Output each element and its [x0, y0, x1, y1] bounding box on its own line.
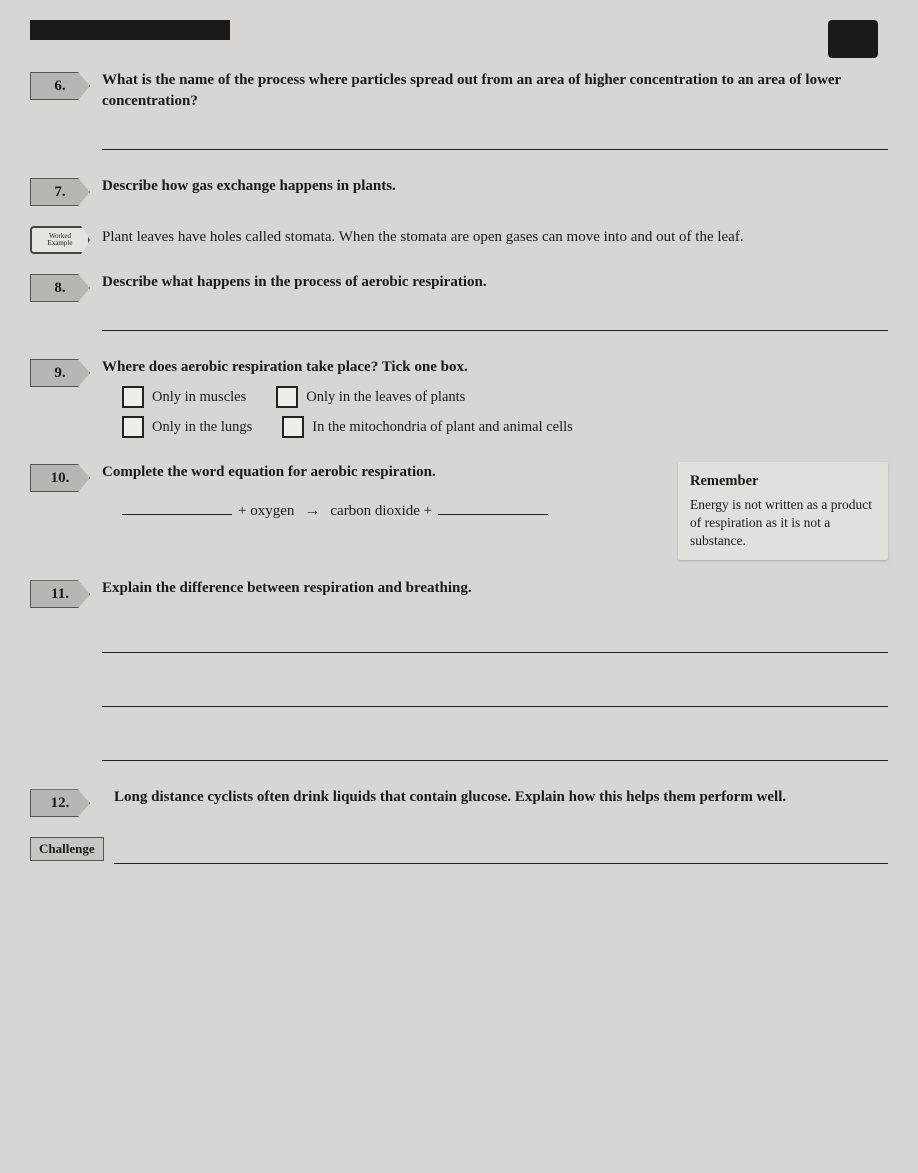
question-9: 9. Where does aerobic respiration take p…: [30, 357, 888, 444]
q9-checkbox-2[interactable]: [276, 386, 298, 408]
q9-options-row-1: Only in muscles Only in the leaves of pl…: [122, 386, 888, 408]
worked-answer: Plant leaves have holes called stomata. …: [102, 226, 888, 249]
q9-options-row-2: Only in the lungs In the mitochondria of…: [122, 416, 888, 438]
q12-number-badge: 12.: [30, 789, 90, 817]
q12-answer-line-1[interactable]: [114, 838, 888, 864]
q6-body: What is the name of the process where pa…: [102, 70, 888, 158]
page-number-box: [828, 20, 878, 58]
q9-option-1: Only in muscles: [122, 386, 246, 408]
q9-checkbox-4[interactable]: [282, 416, 304, 438]
arrow-icon: →: [304, 500, 320, 522]
q11-text: Explain the difference between respirati…: [102, 578, 888, 599]
q10-body: Complete the word equation for aerobic r…: [102, 462, 888, 560]
q9-option-3-label: Only in the lungs: [152, 417, 252, 437]
q8-body: Describe what happens in the process of …: [102, 272, 888, 339]
q9-option-1-label: Only in muscles: [152, 387, 246, 407]
q9-checkbox-3[interactable]: [122, 416, 144, 438]
q6-number-badge: 6.: [30, 72, 90, 100]
remember-title: Remember: [690, 472, 876, 492]
q11-number-badge: 11.: [30, 580, 90, 608]
worked-example: Worked Example Plant leaves have holes c…: [30, 224, 888, 254]
q10-eq-part1: + oxygen: [238, 501, 294, 522]
question-6: 6. What is the name of the process where…: [30, 70, 888, 158]
q10-blank-2[interactable]: [438, 497, 548, 515]
q8-number-badge: 8.: [30, 274, 90, 302]
remember-box: Remember Energy is not written as a prod…: [678, 462, 888, 560]
q11-answer-line-1[interactable]: [102, 627, 888, 653]
worked-example-badge: Worked Example: [30, 226, 90, 254]
q9-option-3: Only in the lungs: [122, 416, 252, 438]
q12-badges: 12. Challenge: [30, 787, 102, 861]
challenge-badge: Challenge: [30, 837, 104, 861]
q11-body: Explain the difference between respirati…: [102, 578, 888, 769]
q10-eq-part2: carbon dioxide +: [330, 501, 432, 522]
q9-text: Where does aerobic respiration take plac…: [102, 357, 888, 378]
q7-text: Describe how gas exchange happens in pla…: [102, 176, 888, 197]
q9-option-4: In the mitochondria of plant and animal …: [282, 416, 573, 438]
q9-checkbox-1[interactable]: [122, 386, 144, 408]
question-12: 12. Challenge Long distance cyclists oft…: [30, 787, 888, 872]
q8-text: Describe what happens in the process of …: [102, 272, 888, 293]
q10-left: Complete the word equation for aerobic r…: [102, 462, 660, 528]
question-7: 7. Describe how gas exchange happens in …: [30, 176, 888, 206]
q9-option-2-label: Only in the leaves of plants: [306, 387, 465, 407]
q9-number-badge: 9.: [30, 359, 90, 387]
q9-body: Where does aerobic respiration take plac…: [102, 357, 888, 444]
page-top-edge: [30, 20, 888, 50]
q10-blank-1[interactable]: [122, 497, 232, 515]
q11-answer-line-3[interactable]: [102, 735, 888, 761]
question-11: 11. Explain the difference between respi…: [30, 578, 888, 769]
q8-answer-line[interactable]: [102, 305, 888, 331]
q6-answer-line[interactable]: [102, 124, 888, 150]
header-strip: [30, 20, 230, 40]
q12-text: Long distance cyclists often drink liqui…: [114, 787, 888, 808]
q10-text: Complete the word equation for aerobic r…: [102, 462, 660, 483]
q9-option-4-label: In the mitochondria of plant and animal …: [312, 417, 573, 437]
q10-number-badge: 10.: [30, 464, 90, 492]
q9-option-2: Only in the leaves of plants: [276, 386, 465, 408]
q10-row: Complete the word equation for aerobic r…: [102, 462, 888, 560]
q7-number-badge: 7.: [30, 178, 90, 206]
q11-answer-line-2[interactable]: [102, 681, 888, 707]
remember-body: Energy is not written as a product of re…: [690, 496, 876, 551]
q6-text: What is the name of the process where pa…: [102, 70, 888, 112]
question-8: 8. Describe what happens in the process …: [30, 272, 888, 339]
question-10: 10. Complete the word equation for aerob…: [30, 462, 888, 560]
q12-body: Long distance cyclists often drink liqui…: [114, 787, 888, 872]
worked-label-2: Example: [48, 240, 73, 247]
q10-equation: + oxygen → carbon dioxide +: [122, 497, 660, 522]
